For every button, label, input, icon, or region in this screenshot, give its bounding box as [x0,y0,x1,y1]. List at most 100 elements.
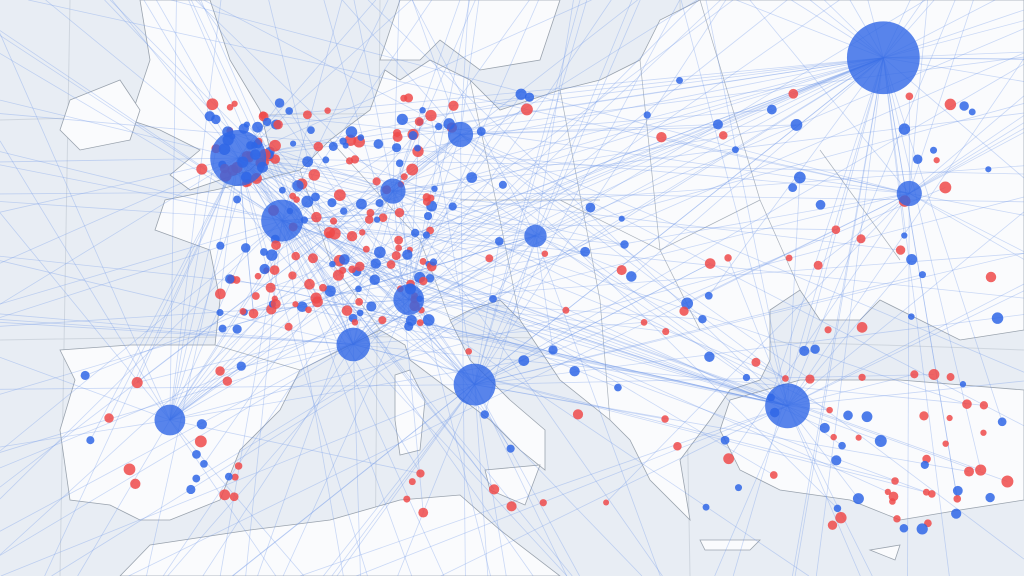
red-airport-dot[interactable] [928,369,940,380]
red-airport-dot[interactable] [919,411,929,421]
blue-airport-dot[interactable] [274,98,285,108]
red-airport-dot[interactable] [506,501,517,512]
red-airport-dot[interactable] [953,495,962,503]
red-airport-dot[interactable] [231,473,239,481]
red-airport-dot[interactable] [831,225,841,234]
blue-airport-dot[interactable] [843,410,853,421]
blue-airport-dot[interactable] [356,309,364,317]
blue-airport-dot[interactable] [369,274,380,286]
blue-airport-dot[interactable] [296,301,308,313]
hub-circle[interactable] [336,327,371,362]
red-airport-dot[interactable] [215,288,226,300]
red-airport-dot[interactable] [855,434,862,441]
blue-airport-dot[interactable] [233,195,242,204]
red-airport-dot[interactable] [341,305,353,316]
red-airport-dot[interactable] [293,196,300,203]
red-airport-dot[interactable] [226,104,234,111]
red-airport-dot[interactable] [827,520,838,530]
blue-airport-dot[interactable] [908,313,915,320]
red-airport-dot[interactable] [254,272,262,280]
blue-airport-dot[interactable] [918,271,926,279]
blue-airport-dot[interactable] [311,192,320,202]
red-airport-dot[interactable] [985,271,997,283]
blue-airport-dot[interactable] [374,246,386,259]
red-airport-dot[interactable] [351,319,359,326]
red-airport-dot[interactable] [856,322,868,333]
red-airport-dot[interactable] [291,251,300,261]
red-airport-dot[interactable] [332,269,344,281]
red-airport-dot[interactable] [325,231,333,239]
blue-airport-dot[interactable] [815,199,826,210]
red-airport-dot[interactable] [292,301,299,308]
blue-airport-dot[interactable] [402,249,413,260]
blue-airport-dot[interactable] [498,180,507,189]
red-airport-dot[interactable] [196,163,208,175]
red-airport-dot[interactable] [723,453,735,465]
blue-airport-dot[interactable] [366,301,377,312]
hub-circle[interactable] [896,180,922,207]
red-airport-dot[interactable] [944,98,957,111]
red-airport-dot[interactable] [248,308,259,319]
blue-airport-dot[interactable] [585,202,596,213]
blue-airport-dot[interactable] [704,291,713,300]
blue-airport-dot[interactable] [930,146,938,154]
blue-airport-dot[interactable] [742,373,751,382]
blue-airport-dot[interactable] [243,121,250,128]
blue-airport-dot[interactable] [720,435,730,445]
blue-airport-dot[interactable] [515,88,527,100]
red-airport-dot[interactable] [395,244,403,252]
red-airport-dot[interactable] [284,322,293,331]
blue-airport-dot[interactable] [898,123,911,135]
blue-airport-dot[interactable] [292,180,304,192]
red-airport-dot[interactable] [673,442,682,451]
blue-airport-dot[interactable] [307,126,315,134]
red-airport-dot[interactable] [893,515,901,523]
blue-airport-dot[interactable] [518,355,530,366]
blue-airport-dot[interactable] [224,472,233,481]
red-airport-dot[interactable] [572,409,584,420]
red-airport-dot[interactable] [386,260,396,269]
red-airport-dot[interactable] [239,307,247,315]
blue-airport-dot[interactable] [425,274,435,283]
red-airport-dot[interactable] [288,271,297,280]
blue-airport-dot[interactable] [959,381,967,388]
blue-airport-dot[interactable] [328,141,338,151]
red-airport-dot[interactable] [394,235,404,245]
hub-circle[interactable] [210,130,267,187]
blue-airport-dot[interactable] [916,523,928,535]
red-airport-dot[interactable] [308,253,318,264]
blue-airport-dot[interactable] [396,113,408,125]
red-airport-dot[interactable] [350,155,360,164]
blue-airport-dot[interactable] [259,263,270,275]
blue-airport-dot[interactable] [548,345,558,355]
red-airport-dot[interactable] [826,406,833,414]
blue-airport-dot[interactable] [355,285,362,293]
blue-airport-dot[interactable] [345,126,358,138]
blue-airport-dot[interactable] [262,117,272,127]
blue-airport-dot[interactable] [357,134,365,141]
red-airport-dot[interactable] [219,489,231,501]
blue-airport-dot[interactable] [831,455,842,466]
blue-airport-dot[interactable] [569,365,580,377]
red-airport-dot[interactable] [427,194,435,202]
red-airport-dot[interactable] [394,208,405,218]
red-airport-dot[interactable] [355,298,364,306]
red-airport-dot[interactable] [346,230,358,242]
red-airport-dot[interactable] [656,131,667,143]
red-airport-dot[interactable] [265,282,276,293]
blue-airport-dot[interactable] [985,492,995,503]
blue-airport-dot[interactable] [327,198,337,208]
red-airport-dot[interactable] [271,240,281,250]
red-airport-dot[interactable] [131,376,143,389]
red-airport-dot[interactable] [962,399,972,409]
blue-airport-dot[interactable] [997,417,1007,427]
red-airport-dot[interactable] [465,348,473,355]
blue-airport-dot[interactable] [236,361,246,371]
blue-airport-dot[interactable] [196,419,207,430]
hub-circle[interactable] [447,121,474,148]
blue-airport-dot[interactable] [419,107,426,114]
blue-airport-dot[interactable] [225,274,235,284]
blue-airport-dot[interactable] [852,493,864,505]
blue-airport-dot[interactable] [681,297,694,310]
blue-airport-dot[interactable] [466,172,478,183]
